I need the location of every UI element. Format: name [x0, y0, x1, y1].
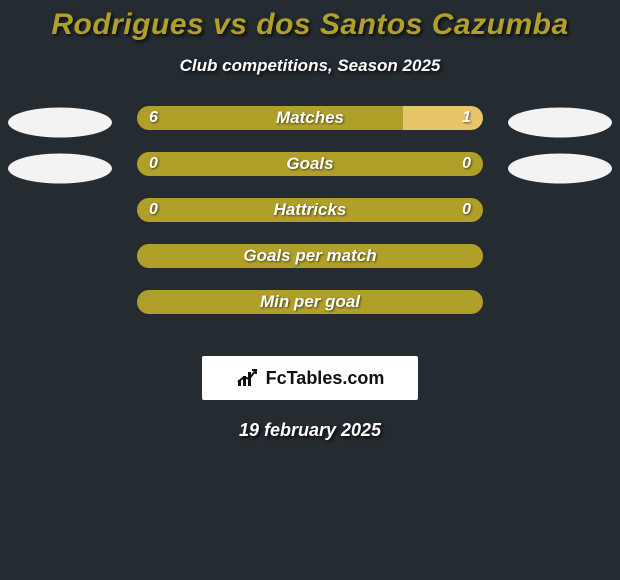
stat-value-right: 0	[462, 201, 471, 219]
stat-label: Goals per match	[243, 246, 376, 266]
stat-bar-left: 6	[137, 106, 403, 130]
stat-value-right: 1	[462, 109, 471, 127]
comparison-card: Rodrigues vs dos Santos Cazumba Club com…	[0, 0, 620, 580]
stat-bar: Min per goal	[137, 290, 483, 314]
stat-bar: 6 1 Matches	[137, 106, 483, 130]
stat-bar: 0 0 Hattricks	[137, 198, 483, 222]
player-avatar-right	[508, 108, 612, 138]
stats-rows: 6 1 Matches 0 0 Goals 0 0 Hattricks Goals per mat…	[0, 104, 620, 334]
stat-label: Matches	[276, 108, 344, 128]
date-label: 19 february 2025	[0, 420, 620, 441]
stat-row: Min per goal	[0, 288, 620, 334]
stat-row: Goals per match	[0, 242, 620, 288]
stat-bar-left: 0	[137, 152, 310, 176]
stat-label: Min per goal	[260, 292, 360, 312]
stat-value-left: 0	[149, 155, 158, 173]
brand-badge: FcTables.com	[202, 356, 418, 400]
stat-bar: Goals per match	[137, 244, 483, 268]
stat-value-left: 6	[149, 109, 158, 127]
stat-value-right: 0	[462, 155, 471, 173]
player-avatar-right	[508, 154, 612, 184]
stat-value-left: 0	[149, 201, 158, 219]
page-title: Rodrigues vs dos Santos Cazumba	[0, 0, 620, 42]
player-avatar-left	[8, 108, 112, 138]
stat-bar: 0 0 Goals	[137, 152, 483, 176]
stat-row: 0 0 Goals	[0, 150, 620, 196]
brand-text: FcTables.com	[266, 368, 385, 389]
stat-label: Goals	[286, 154, 333, 174]
stat-row: 6 1 Matches	[0, 104, 620, 150]
stat-bar-right: 1	[403, 106, 483, 130]
player-avatar-left	[8, 154, 112, 184]
stat-label: Hattricks	[274, 200, 347, 220]
chart-icon	[236, 368, 260, 388]
subtitle: Club competitions, Season 2025	[0, 56, 620, 76]
stat-bar-right: 0	[310, 152, 483, 176]
stat-row: 0 0 Hattricks	[0, 196, 620, 242]
